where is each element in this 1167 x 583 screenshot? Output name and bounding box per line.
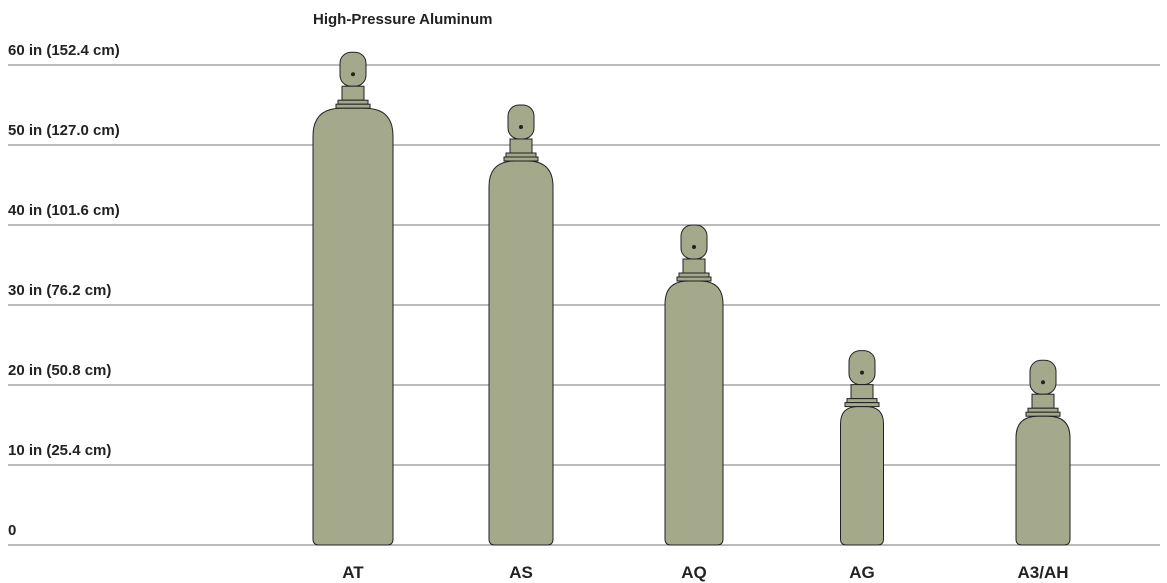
- y-tick-label: 60 in (152.4 cm): [8, 42, 120, 59]
- x-tick-label: AQ: [681, 563, 707, 582]
- valve-cap: [508, 105, 534, 139]
- cylinder: [1016, 360, 1070, 545]
- x-tick-label: AT: [342, 563, 364, 582]
- body: [313, 108, 393, 545]
- cylinder: [665, 225, 723, 545]
- neck-ring: [504, 157, 538, 161]
- neck: [1032, 394, 1054, 408]
- body: [841, 407, 884, 545]
- valve-dot: [860, 371, 864, 375]
- neck-ring: [1026, 412, 1060, 416]
- chart-title: High-Pressure Aluminum: [313, 11, 492, 28]
- valve-cap: [340, 52, 366, 86]
- neck-ring: [845, 403, 879, 407]
- valve-dot: [519, 125, 523, 129]
- neck: [851, 385, 873, 399]
- valve-dot: [692, 245, 696, 249]
- cylinder: [841, 351, 884, 545]
- y-tick-label: 0: [8, 522, 16, 539]
- neck: [683, 259, 705, 273]
- valve-cap: [681, 225, 707, 259]
- neck-ring: [336, 104, 370, 108]
- neck-ring: [1028, 408, 1058, 412]
- body: [1016, 416, 1070, 545]
- cylinder: [313, 52, 393, 545]
- chart: High-Pressure Aluminum 0 10 in (25.4 cm) 2…: [0, 0, 1167, 583]
- valve-dot: [1041, 380, 1045, 384]
- y-tick-label: 30 in (76.2 cm): [8, 282, 111, 299]
- neck: [510, 139, 532, 153]
- y-tick-label: 20 in (50.8 cm): [8, 362, 111, 379]
- cylinder: [489, 105, 553, 545]
- valve-cap: [849, 351, 875, 385]
- valve-dot: [351, 72, 355, 76]
- y-tick-label: 40 in (101.6 cm): [8, 202, 120, 219]
- neck-ring: [679, 273, 709, 277]
- neck: [342, 86, 364, 100]
- y-tick-label: 50 in (127.0 cm): [8, 122, 120, 139]
- neck-ring: [338, 100, 368, 104]
- neck-ring: [847, 399, 877, 403]
- neck-ring: [506, 153, 536, 157]
- neck-ring: [677, 277, 711, 281]
- body: [489, 161, 553, 545]
- x-tick-label: AS: [509, 563, 533, 582]
- body: [665, 281, 723, 545]
- x-tick-label: A3/AH: [1017, 563, 1068, 582]
- x-tick-label: AG: [849, 563, 875, 582]
- y-tick-label: 10 in (25.4 cm): [8, 442, 111, 459]
- valve-cap: [1030, 360, 1056, 394]
